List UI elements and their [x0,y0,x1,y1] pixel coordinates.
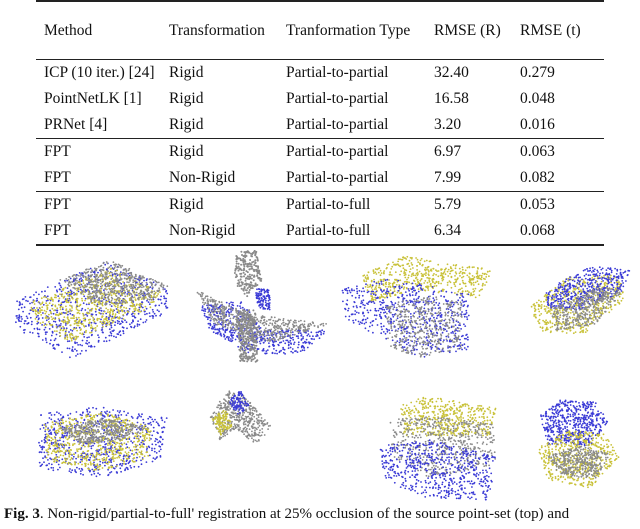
cell-method: FPT [36,138,169,165]
table-row: ICP (10 iter.) [24] Rigid Partial-to-parti… [36,59,604,86]
cell-rmse-t: 0.048 [520,90,555,107]
cell-rmse-r: 6.97 [434,138,520,165]
cell-rmse-r: 6.34 [434,222,462,239]
table-row: FPT Non-Rigid Partial-to-partial 7.99 0.082 [36,165,604,192]
rmse-table: Method Transformation Tranformation Type… [36,0,604,246]
cell-rmse-r: 32.40 [434,59,520,86]
bathtub-result-points [551,285,621,331]
cell-type: Partial-to-partial [286,138,434,165]
cell-rmse-t: 0.053 [520,191,604,218]
header-method: Method [36,1,169,60]
table-row: FPT Rigid Partial-to-full 5.79 0.053 [36,191,604,218]
cell-transformation: Non-Rigid [169,169,236,186]
cell-transformation: Rigid [169,191,286,218]
figure-caption: Fig. 3. Non-rigid/partial-to-full' regis… [4,506,640,523]
cell-type: Partial-to-partial [286,59,434,86]
cell-type: Partial-to-partial [286,116,389,133]
header-transformation-type: Tranformation Type [286,1,434,60]
cell-type: Partial-to-partial [286,90,389,107]
header-rmse-t: RMSE (t) [520,1,604,60]
cell-method: FPT [36,191,169,218]
chair-source-points [341,278,470,358]
bathtub2-result-points [548,445,609,479]
chair-result-points [385,295,463,358]
airplane-target-tip [255,288,271,311]
cell-rmse-t: 0.068 [520,222,555,239]
airplane-target-points [233,250,263,298]
cell-rmse-r: 16.58 [434,90,469,107]
cell-rmse-t: 0.063 [520,138,604,165]
cell-transformation: Rigid [169,116,204,133]
cell-type: Partial-to-full [286,222,371,239]
chair-target-points [362,255,491,303]
cell-rmse-t: 0.279 [520,59,604,86]
cell-type: Partial-to-partial [286,169,389,186]
bed2-source-points [38,406,168,478]
airplane-result-wing [196,291,327,342]
results-table: Method Transformation Tranformation Type… [36,0,604,246]
cell-method: ICP (10 iter.) [24] [36,59,169,86]
header-rmse-r: RMSE (R) [434,1,520,60]
caption-text: . Non-rigid/partial-to-full' registratio… [39,506,570,522]
bed2-target-points [43,411,152,471]
cell-method: FPT [44,169,71,186]
cell-transformation: Rigid [169,138,286,165]
cell-rmse-t: 0.082 [520,169,555,186]
cell-type: Partial-to-full [286,191,434,218]
cell-rmse-r: 7.99 [434,169,462,186]
airplane2-source-points [229,391,250,415]
cell-transformation: Rigid [169,90,204,107]
cell-rmse-t: 0.016 [520,116,555,133]
airplane2-target-points [211,409,233,436]
point-cloud-figure [0,250,640,502]
cell-method: PointNetLK [1] [44,90,142,107]
cell-transformation: Non-Rigid [169,222,236,239]
chair2-source-points [379,439,496,501]
table-row: FPT Non-Rigid Partial-to-full 6.34 0.068 [36,218,604,245]
caption-label: Fig. 3 [4,506,40,522]
bed2-result-points [60,417,149,444]
table-header-row: Method Transformation Tranformation Type… [36,1,604,60]
cell-method: PRNet [4] [44,116,108,133]
cell-rmse-r: 5.79 [434,191,520,218]
airplane-result-body [235,309,259,363]
cell-rmse-r: 3.20 [434,116,462,133]
header-transformation: Transformation [169,1,286,60]
table-row: PRNet [4] Rigid Partial-to-partial 3.20 0.01… [36,112,604,139]
cell-transformation: Rigid [169,59,286,86]
point-cloud-canvas [15,250,631,501]
table-row: PointNetLK [1] Rigid Partial-to-partial 16.… [36,86,604,112]
table-row: FPT Rigid Partial-to-partial 6.97 0.063 [36,138,604,165]
bed-result-points [59,261,169,306]
cell-method: FPT [44,222,71,239]
table-body: ICP (10 iter.) [24] Rigid Partial-to-parti… [36,59,604,245]
